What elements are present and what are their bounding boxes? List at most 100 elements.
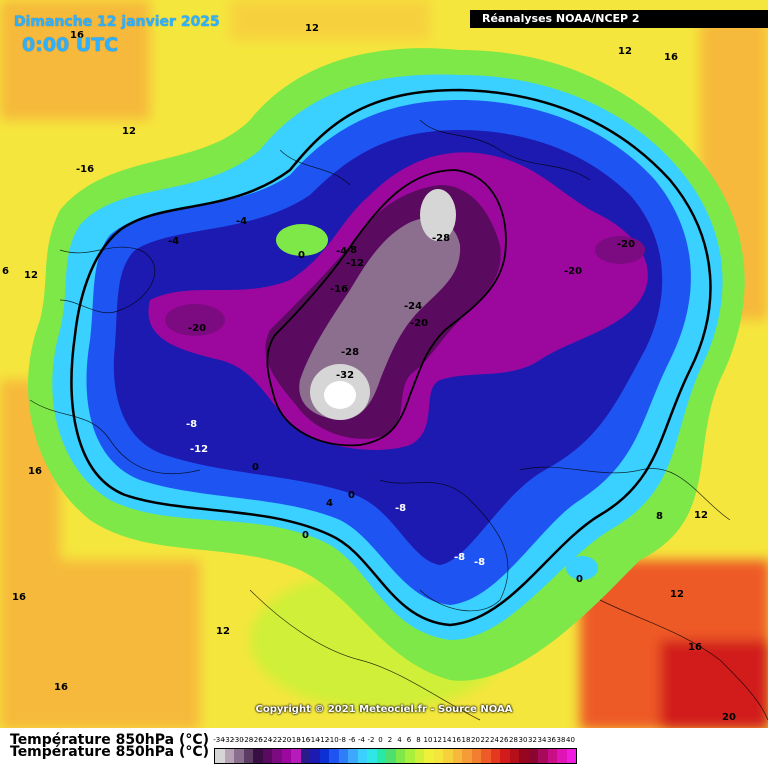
legend-tick-label: 14 [442,736,452,744]
legend-tick-label: 16 [452,736,461,744]
legend-tick-label: -18 [289,736,301,744]
warm-pocket-green [276,224,328,256]
legend-swatch [433,749,443,763]
map-label: -8 [454,552,465,563]
map-label: 12 [618,46,632,57]
legend-tick-label: 4 [397,736,402,744]
legend-swatch [500,749,510,763]
legend-swatch [386,749,396,763]
legend-swatch [376,749,386,763]
legend-swatch [424,749,434,763]
legend-swatch [481,749,491,763]
map-label: -20 [617,239,635,250]
map-label: -4 [168,236,179,247]
legend-tick-label: -2 [367,736,375,744]
map-label: 12 [305,23,319,34]
legend-tick-label: -16 [298,736,311,744]
legend-tick-label: 20 [471,736,480,744]
legend-tick-label: 30 [518,736,528,744]
map-label: 16 [28,466,42,477]
legend-tick-label: 6 [406,736,412,744]
legend-swatch [253,749,263,763]
cold-pool-left [165,304,225,336]
legend-tick-label: -26 [251,736,263,744]
legend-swatch [262,749,272,763]
legend-tick-label: -20 [279,736,292,744]
legend-tick-label: 22 [480,736,490,744]
map-label: -20 [564,266,582,277]
legend-tick-label: -8 [339,736,346,744]
temperature-map: 12 16 12 -16 12 16 -4 -4 0 -4 -8 -12 -16… [0,0,768,728]
legend-swatch [367,749,377,763]
map-label: 12 [122,126,136,137]
contour-labels: 12 16 12 -16 12 16 -4 -4 0 -4 -8 -12 -16… [2,23,736,723]
legend-tick-label: -12 [317,736,330,744]
map-label: -24 [404,301,422,312]
map-label: -8 [186,419,197,430]
legend-tick-label: -28 [241,736,254,744]
legend-swatch [490,749,500,763]
map-label: -20 [188,323,206,334]
map-label: 16 [70,30,84,41]
legend-tick-label: 40 [566,736,575,744]
map-label: -16 [76,164,94,175]
legend-swatch [300,749,310,763]
legend-tick-label: -30 [232,736,244,744]
cold-pool-north [420,189,456,241]
date-title: Dimanche 12 janvier 2025 [14,14,220,30]
legend-tick-label: 18 [461,736,471,744]
legend-tick-label: 28 [509,736,518,744]
legend-tick-label: -22 [270,736,282,744]
legend-tick-label: 0 [378,736,383,744]
legend-swatch [319,749,329,763]
map-label: -16 [330,284,348,295]
map-label: -32 [336,370,354,381]
legend-swatch [243,749,253,763]
map-label: 6 [2,266,9,277]
legend-tick-label: 8 [416,736,421,744]
legend-title: Température 850hPa (°C) Température 850h… [10,733,210,760]
contour-bands [28,48,745,681]
legend-swatch [557,749,567,763]
map-label: -8 [474,557,485,568]
legend-swatch [338,749,348,763]
cold-core-inner [324,381,356,409]
legend-tick-label: 38 [556,736,566,744]
legend-tick-label: -4 [358,736,365,744]
map-label: 0 [348,490,355,501]
legend-swatch [395,749,405,763]
legend-colorbar [214,748,577,764]
legend-swatch [471,749,481,763]
legend-swatch [234,749,244,763]
legend-title-shadow: Température 850hPa (°C) [10,744,210,760]
legend-swatch [528,749,538,763]
coastlines [29,119,768,721]
warm-pocket-cyan [566,556,598,580]
legend-tick-label: 26 [499,736,509,744]
legend-tick-label: -24 [260,736,273,744]
legend-swatch [291,749,301,763]
map-label: 16 [688,642,702,653]
map-label: 8 [656,511,663,522]
legend-swatch [224,749,234,763]
map-label: 16 [12,592,26,603]
map-label: 0 [302,530,309,541]
legend-tick-label: -14 [308,736,320,744]
map-label: 12 [670,589,684,600]
legend-tick-label: 12 [433,736,442,744]
legend-swatch [414,749,424,763]
legend-tick-label: 10 [423,736,433,744]
map-label: -4 [336,246,347,257]
legend-swatch [462,749,472,763]
legend-swatch [215,749,225,763]
legend-tick-label: -34 [213,736,225,744]
legend-tick-label: 36 [547,736,556,744]
map-label: -20 [410,318,428,329]
map-label: -28 [432,233,450,244]
legend-swatch [329,749,339,763]
zero-isotherm [70,88,712,627]
legend-swatch [538,749,548,763]
map-label: 12 [24,270,38,281]
legend-swatch [509,749,519,763]
